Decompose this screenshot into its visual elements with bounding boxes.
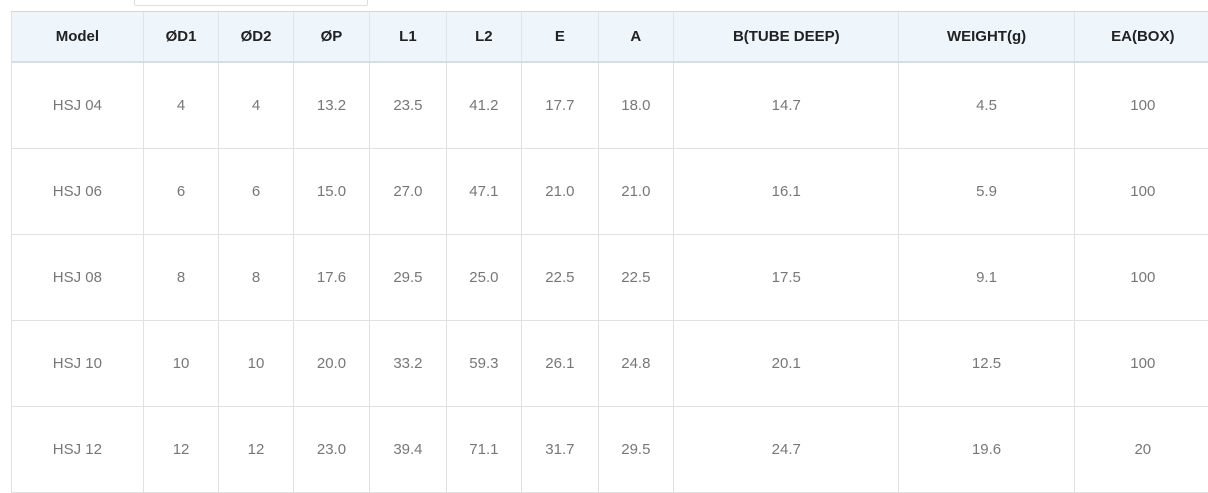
table-cell: 71.1 (445, 406, 522, 493)
table-cell: 25.0 (445, 234, 522, 321)
table-cell: 18.0 (597, 62, 674, 149)
table-cell: 14.7 (673, 62, 899, 149)
table-cell: 33.2 (369, 320, 447, 407)
table-cell: 20.0 (292, 320, 370, 407)
header-cell: ØP (292, 11, 370, 63)
table-cell: 6 (142, 148, 219, 235)
table-row: HSJ 04 4 4 13.2 23.5 41.2 17.7 18.0 14.7 4.5 100 (11, 62, 1208, 149)
table-cell: 21.0 (597, 148, 674, 235)
table-row: HSJ 06 6 6 15.0 27.0 47.1 21.0 21.0 16.1 5.9 100 (11, 148, 1208, 235)
table-cell: 22.5 (597, 234, 674, 321)
table-cell: 29.5 (597, 406, 674, 493)
table-cell: 47.1 (445, 148, 522, 235)
table-cell: 4.5 (898, 62, 1075, 149)
table-cell: 26.1 (521, 320, 599, 407)
table-cell: 5.9 (898, 148, 1075, 235)
header-cell: EA(BOX) (1073, 11, 1208, 63)
table-row: HSJ 10 10 10 20.0 33.2 59.3 26.1 24.8 20.1 12.5 10… (11, 320, 1208, 407)
table-cell: 13.2 (292, 62, 370, 149)
table-cell: 8 (218, 234, 294, 321)
spec-table: Model ØD1 ØD2 ØP L1 L2 E A B(TUBE DEEP) WEIGHT(g)… (11, 11, 1208, 493)
table-cell: 21.0 (521, 148, 599, 235)
table-cell: 31.7 (521, 406, 599, 493)
table-cell: 17.5 (673, 234, 899, 321)
table-cell: 39.4 (369, 406, 447, 493)
header-cell: A (597, 11, 674, 63)
table-cell: 4 (218, 62, 294, 149)
header-cell: L1 (369, 11, 447, 63)
table-cell: 19.6 (898, 406, 1075, 493)
table-cell: 59.3 (445, 320, 522, 407)
table-cell: 23.5 (369, 62, 447, 149)
table-cell: 100 (1073, 62, 1208, 149)
table-cell: 22.5 (521, 234, 599, 321)
table-cell: HSJ 06 (11, 148, 144, 235)
table-cell: 20 (1073, 406, 1208, 493)
table-cell: 29.5 (369, 234, 447, 321)
header-cell: Model (11, 11, 144, 63)
header-cell: B(TUBE DEEP) (673, 11, 899, 63)
input-box[interactable] (134, 0, 368, 6)
header-cell: ØD2 (218, 11, 294, 63)
table-cell: 12 (218, 406, 294, 493)
table-cell: HSJ 10 (11, 320, 144, 407)
table-cell: 100 (1073, 234, 1208, 321)
table-cell: 17.6 (292, 234, 370, 321)
header-cell: WEIGHT(g) (898, 11, 1075, 63)
table-cell: 20.1 (673, 320, 899, 407)
table-row: HSJ 08 8 8 17.6 29.5 25.0 22.5 22.5 17.5 9.1 100 (11, 234, 1208, 321)
table-cell: 100 (1073, 320, 1208, 407)
table-row: HSJ 12 12 12 23.0 39.4 71.1 31.7 29.5 24.7 19.6 20 (11, 406, 1208, 493)
table-cell: 23.0 (292, 406, 370, 493)
table-cell: HSJ 04 (11, 62, 144, 149)
header-cell: E (521, 11, 599, 63)
table-cell: 24.7 (673, 406, 899, 493)
table-cell: 4 (142, 62, 219, 149)
table-cell: 100 (1073, 148, 1208, 235)
table-cell: 41.2 (445, 62, 522, 149)
table-cell: HSJ 08 (11, 234, 144, 321)
table-cell: HSJ 12 (11, 406, 144, 493)
header-cell: L2 (445, 11, 522, 63)
table-cell: 15.0 (292, 148, 370, 235)
table-cell: 8 (142, 234, 219, 321)
table-cell: 24.8 (597, 320, 674, 407)
table-cell: 9.1 (898, 234, 1075, 321)
table-cell: 12.5 (898, 320, 1075, 407)
table-cell: 6 (218, 148, 294, 235)
header-row: Model ØD1 ØD2 ØP L1 L2 E A B(TUBE DEEP) WEIGHT(g)… (11, 11, 1208, 63)
table-cell: 16.1 (673, 148, 899, 235)
table-cell: 12 (142, 406, 219, 493)
table-cell: 10 (218, 320, 294, 407)
header-cell: ØD1 (142, 11, 219, 63)
table-cell: 10 (142, 320, 219, 407)
table-cell: 17.7 (521, 62, 599, 149)
table-cell: 27.0 (369, 148, 447, 235)
